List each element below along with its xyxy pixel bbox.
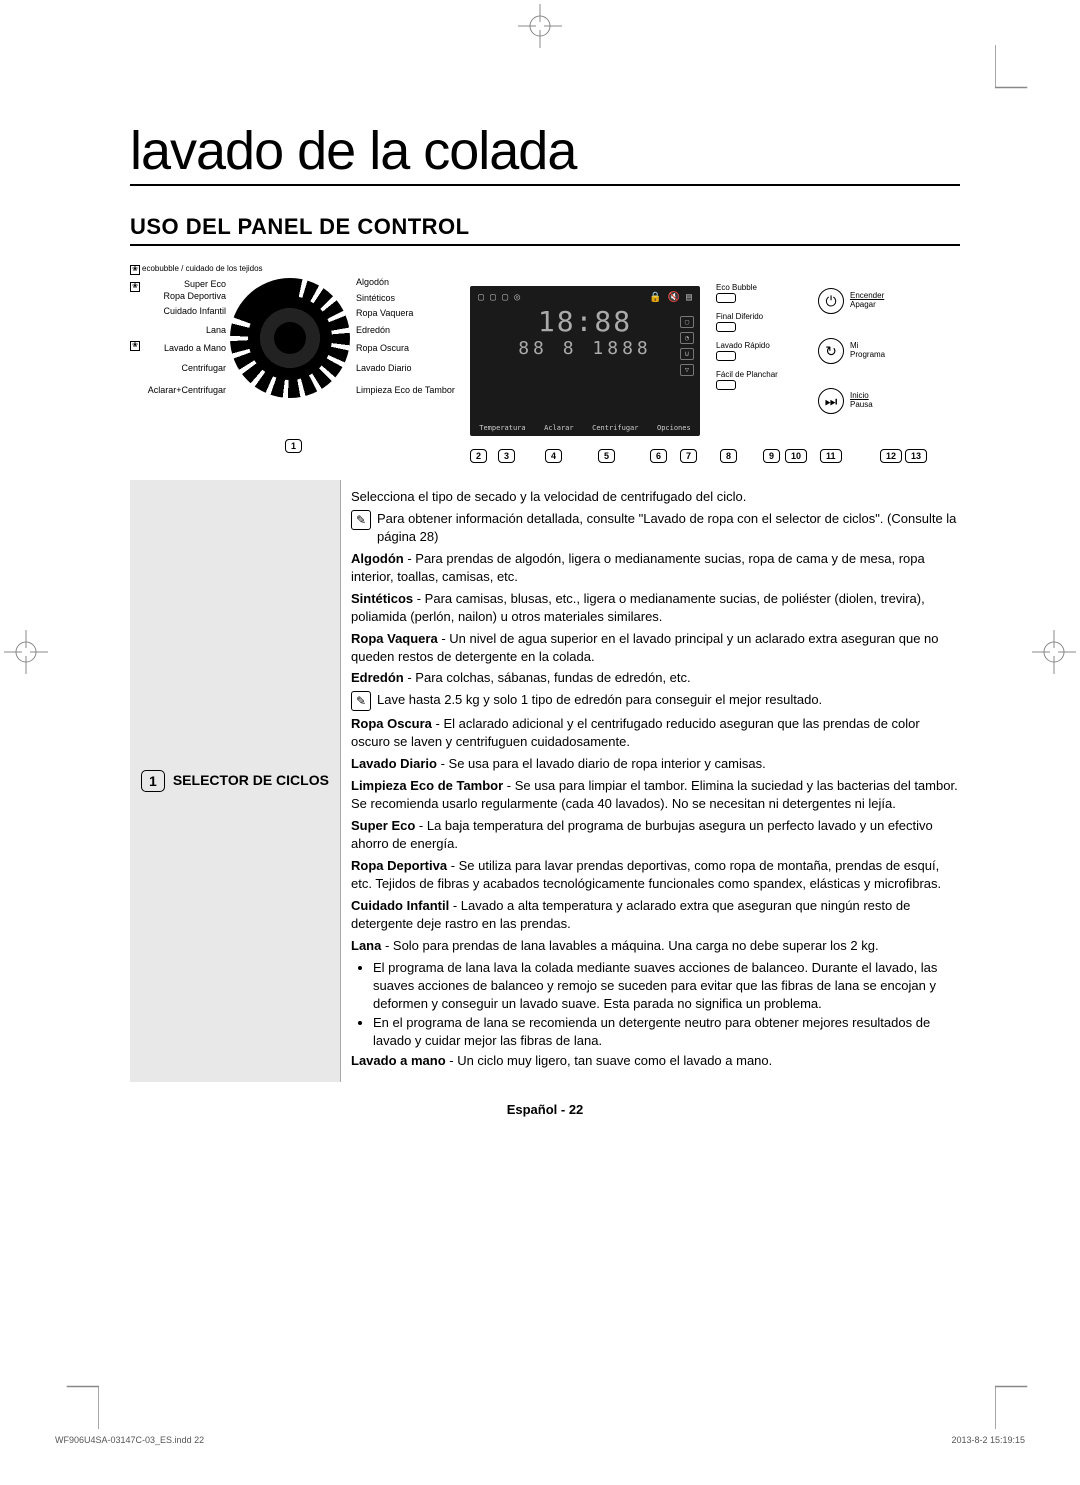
display-btn-2: Centrifugar	[592, 424, 638, 432]
callout-4: 4	[545, 449, 562, 463]
myprog-button-icon: ↻	[818, 338, 844, 364]
display-time: 18:88	[470, 305, 700, 338]
callout-13: 13	[905, 449, 927, 463]
print-date: 2013-8-2 15:19:15	[951, 1435, 1025, 1445]
cycle-description: Ropa Oscura - El aclarado adicional y el…	[351, 715, 958, 751]
crop-mark-left	[4, 630, 48, 674]
dial-label-right-3: Edredón	[356, 326, 390, 336]
cycle-description: Lana - Solo para prendas de lana lavable…	[351, 937, 958, 955]
dial-label-left-0: Super Eco	[144, 280, 226, 290]
dial-header-label: ❀ecobubble / cuidado de los tejidos	[130, 264, 450, 275]
callout-10: 10	[785, 449, 807, 463]
print-file-ref: WF906U4SA-03147C-03_ES.indd 22	[55, 1435, 204, 1445]
note-2: ✎ Lave hasta 2.5 kg y solo 1 tipo de edr…	[351, 691, 958, 711]
corner-mark-bl	[55, 1385, 85, 1415]
section-row-title: SELECTOR DE CICLOS	[173, 772, 329, 790]
corner-mark-tr	[995, 45, 1025, 75]
cycle-description: Ropa Vaquera - Un nivel de agua superior…	[351, 630, 958, 666]
note-icon: ✎	[351, 510, 371, 530]
page-title: lavado de la colada	[130, 120, 960, 186]
dial-left-icon-2: ❀	[130, 341, 140, 351]
dial-label-right-1: Sintéticos	[356, 294, 395, 304]
note-icon: ✎	[351, 691, 371, 711]
description-table: 1 SELECTOR DE CICLOS Selecciona el tipo …	[130, 480, 960, 1082]
lana-bullets: El programa de lana lava la colada media…	[351, 959, 958, 1051]
start-button-icon: ⏭	[818, 388, 844, 414]
cycle-description: Super Eco - La baja temperatura del prog…	[351, 817, 958, 853]
callout-1: 1	[285, 439, 302, 453]
crop-mark-top	[518, 4, 562, 48]
cycle-lavado-mano: Lavado a mano - Un ciclo muy ligero, tan…	[351, 1052, 958, 1070]
display-btn-1: Aclarar	[544, 424, 574, 432]
dial-label-left-3: Lana	[130, 326, 226, 336]
note-1: ✎ Para obtener información detallada, co…	[351, 510, 958, 546]
dial-left-icon-1: ❀	[130, 282, 140, 292]
cycle-description: Edredón - Para colchas, sábanas, fundas …	[351, 669, 958, 687]
dial-label-right-6: Limpieza Eco de Tambor	[356, 386, 455, 396]
opt-0: Eco Bubble	[716, 284, 778, 305]
callout-12: 12	[880, 449, 902, 463]
cycle-description: Limpieza Eco de Tambor - Se usa para lim…	[351, 777, 958, 813]
dial-label-right-5: Lavado Diario	[356, 364, 412, 374]
callout-3: 3	[498, 449, 515, 463]
dial-label-left-5: Centrifugar	[130, 364, 226, 374]
dial-label-left-2: Cuidado Infantil	[130, 307, 226, 317]
callout-9: 9	[763, 449, 780, 463]
callout-6: 6	[650, 449, 667, 463]
cycle-dial	[230, 278, 350, 398]
callout-5: 5	[598, 449, 615, 463]
display-btn-0: Temperatura	[479, 424, 525, 432]
display-panel-figure: ▢▢▢◎🔒🔇▤ 18:88 88 8 1888 ▢◔⊍▽ Temperatura…	[470, 264, 960, 464]
callout-7: 7	[680, 449, 697, 463]
callout-11: 11	[820, 449, 842, 463]
page-footer: Español - 22	[130, 1102, 960, 1117]
desc-row-header: 1 SELECTOR DE CICLOS	[130, 480, 340, 1082]
cycle-description: Sintéticos - Para camisas, blusas, etc.,…	[351, 590, 958, 626]
myprog-button-label: MiPrograma	[850, 342, 885, 360]
dial-label-right-0: Algodón	[356, 278, 389, 288]
cycle-description: Lavado Diario - Se usa para el lavado di…	[351, 755, 958, 773]
display-sub: 88 8 1888	[470, 338, 700, 359]
opt-3: Fácil de Planchar	[716, 371, 778, 392]
lcd-display: ▢▢▢◎🔒🔇▤ 18:88 88 8 1888 ▢◔⊍▽ Temperatura…	[470, 286, 700, 436]
section-heading: USO DEL PANEL DE CONTROL	[130, 214, 960, 246]
display-btn-3: Opciones	[657, 424, 691, 432]
opt-1: Final Diferido	[716, 313, 778, 334]
dial-label-left-6: Aclarar+Centrifugar	[130, 386, 226, 396]
callout-8: 8	[720, 449, 737, 463]
section-number: 1	[141, 770, 165, 792]
desc-row-content: Selecciona el tipo de secado y la veloci…	[340, 480, 960, 1082]
eco-icon: ❀	[130, 265, 140, 275]
corner-mark-br	[995, 1385, 1025, 1415]
power-button-icon: ⏻	[818, 288, 844, 314]
power-button-label: EncenderApagar	[850, 292, 884, 310]
dial-label-left-1: Ropa Deportiva	[144, 292, 226, 302]
opt-2: Lavado Rápido	[716, 342, 778, 363]
callout-2: 2	[470, 449, 487, 463]
cycle-description: Algodón - Para prendas de algodón, liger…	[351, 550, 958, 586]
start-button-label: InicioPausa	[850, 392, 873, 410]
cycle-description: Ropa Deportiva - Se utiliza para lavar p…	[351, 857, 958, 893]
crop-mark-right	[1032, 630, 1076, 674]
dial-label-right-4: Ropa Oscura	[356, 344, 409, 354]
bullet-item: En el programa de lana se recomienda un …	[373, 1014, 958, 1050]
intro-text: Selecciona el tipo de secado y la veloci…	[351, 488, 958, 506]
bullet-item: El programa de lana lava la colada media…	[373, 959, 958, 1013]
cycle-description: Cuidado Infantil - Lavado a alta tempera…	[351, 897, 958, 933]
dial-label-left-4: Lavado a Mano	[144, 344, 226, 354]
control-panel-diagram: ❀ecobubble / cuidado de los tejidos ❀ ❀ …	[130, 264, 960, 464]
cycle-dial-figure: ❀ecobubble / cuidado de los tejidos ❀ ❀ …	[130, 264, 450, 464]
dial-label-right-2: Ropa Vaquera	[356, 309, 413, 319]
